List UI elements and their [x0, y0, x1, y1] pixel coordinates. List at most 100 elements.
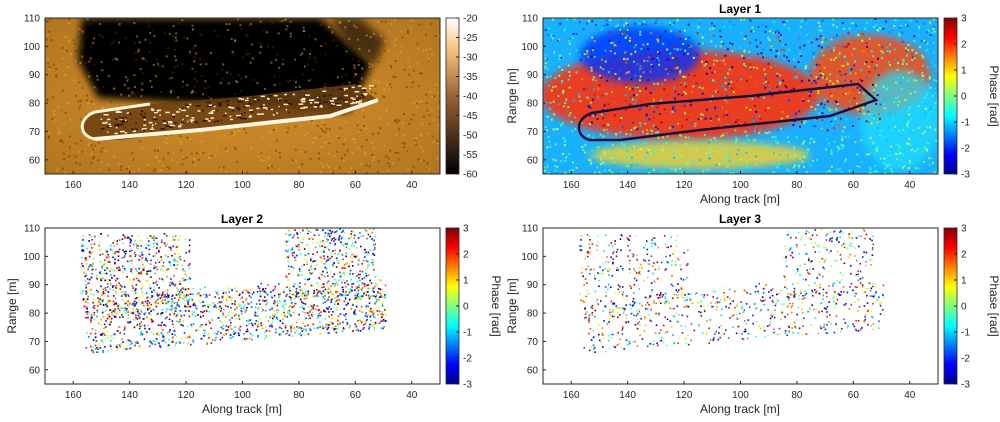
- phase-speck: [585, 96, 588, 99]
- colorbar-tick-label: -35: [463, 72, 478, 83]
- phase-point: [227, 287, 230, 290]
- phase-speck: [629, 37, 632, 40]
- phase-point: [142, 263, 144, 266]
- phase-point: [110, 274, 112, 276]
- phase-point: [296, 293, 298, 295]
- phase-point: [147, 252, 150, 254]
- phase-point: [290, 299, 292, 301]
- phase-speck: [679, 69, 682, 72]
- phase-point: [282, 318, 284, 321]
- phase-point: [221, 336, 223, 339]
- deck-detail: [201, 109, 204, 112]
- phase-speck: [902, 31, 905, 34]
- phase-speck: [718, 151, 721, 154]
- phase-point: [368, 302, 371, 304]
- phase-speck: [861, 80, 864, 82]
- deck-detail: [114, 124, 117, 126]
- phase-point: [286, 286, 288, 288]
- texture-speck: [340, 157, 343, 160]
- phase-point: [104, 250, 107, 252]
- phase-point: [310, 273, 313, 275]
- phase-point: [114, 261, 116, 264]
- phase-speck: [597, 87, 600, 90]
- phase-speck: [603, 128, 606, 131]
- texture-speck: [170, 158, 173, 161]
- phase-point: [319, 272, 322, 275]
- phase-speck: [615, 45, 618, 48]
- phase-point: [317, 291, 319, 294]
- phase-point: [261, 310, 264, 313]
- phase-speck: [922, 56, 925, 59]
- texture-speck: [329, 170, 332, 173]
- phase-speck: [755, 125, 757, 128]
- phase-point: [345, 291, 347, 293]
- phase-speck: [731, 49, 734, 52]
- texture-speck: [327, 26, 330, 28]
- texture-speck: [102, 85, 105, 88]
- phase-point: [265, 304, 267, 306]
- texture-speck: [93, 63, 96, 66]
- texture-speck: [415, 137, 418, 140]
- phase-point: [170, 302, 172, 304]
- deck-detail: [344, 101, 349, 103]
- texture-speck: [438, 124, 440, 126]
- phase-point: [172, 326, 175, 328]
- phase-speck: [900, 82, 902, 85]
- phase-point: [160, 268, 162, 270]
- phase-point: [336, 291, 339, 293]
- phase-point: [372, 324, 375, 327]
- phase-point: [179, 283, 181, 285]
- phase-speck: [664, 79, 667, 82]
- phase-speck: [554, 169, 557, 172]
- texture-speck: [287, 127, 290, 130]
- phase-speck: [800, 121, 803, 124]
- phase-point: [264, 287, 267, 290]
- phase-point: [265, 329, 268, 332]
- phase-speck: [623, 57, 625, 60]
- phase-speck: [819, 111, 822, 114]
- phase-speck: [552, 86, 555, 89]
- phase-speck: [873, 117, 875, 120]
- phase-speck: [713, 137, 716, 139]
- phase-point: [311, 268, 313, 270]
- phase-speck: [803, 44, 806, 47]
- texture-speck: [294, 58, 297, 61]
- phase-point: [104, 337, 106, 340]
- phase-speck: [812, 52, 815, 55]
- phase-speck: [634, 74, 637, 77]
- phase-point: [324, 266, 327, 269]
- phase-point: [289, 305, 291, 307]
- phase-point: [269, 335, 272, 337]
- deck-detail: [353, 102, 358, 104]
- phase-point: [192, 339, 194, 342]
- phase-point: [132, 307, 134, 310]
- phase-speck: [724, 54, 727, 57]
- phase-speck: [728, 78, 731, 81]
- phase-speck: [544, 29, 547, 32]
- texture-speck: [245, 53, 248, 56]
- texture-speck: [376, 171, 379, 174]
- phase-speck: [772, 152, 775, 155]
- phase-point: [148, 345, 151, 348]
- phase-point: [86, 278, 89, 280]
- phase-point: [178, 235, 181, 237]
- phase-speck: [926, 126, 929, 129]
- phase-point: [296, 326, 298, 328]
- phase-point: [202, 311, 204, 314]
- phase-speck: [669, 24, 672, 27]
- texture-speck: [193, 158, 196, 161]
- phase-point: [183, 292, 185, 295]
- texture-speck: [61, 167, 64, 170]
- phase-speck: [857, 34, 860, 37]
- texture-speck: [259, 43, 262, 46]
- phase-speck: [602, 33, 605, 36]
- texture-speck: [374, 85, 377, 88]
- phase-speck: [763, 96, 765, 99]
- phase-point: [105, 309, 108, 312]
- texture-speck: [300, 150, 303, 153]
- texture-speck: [126, 79, 129, 82]
- phase-point: [174, 334, 176, 336]
- texture-speck: [320, 127, 323, 130]
- texture-speck: [365, 34, 368, 37]
- texture-speck: [245, 75, 247, 78]
